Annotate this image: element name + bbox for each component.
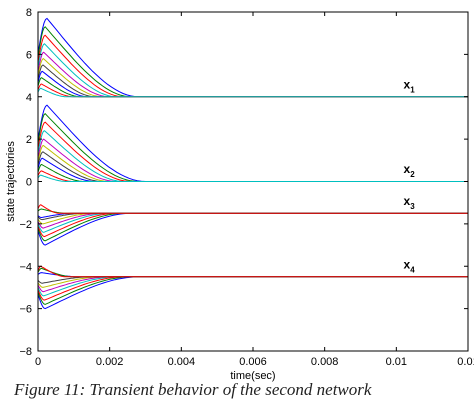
trajectory-x2-2 (37, 113, 468, 182)
x-tick-label: 0.006 (239, 356, 267, 368)
trajectory-x1-2 (37, 26, 468, 98)
trajectory-x2-6 (37, 144, 468, 182)
y-tick-label: −2 (19, 219, 32, 231)
trajectory-x1-1 (37, 17, 468, 98)
axis-ticks: 0 0.002 0.004 0.006 0.008 0.01 0.01 −8 −6 −4 −2 0 2 4… (19, 7, 474, 368)
trajectory-x2-9 (37, 163, 468, 182)
y-tick-label: −8 (19, 346, 32, 358)
curve-label-subscript: 3 (410, 202, 415, 211)
trajectory-x4-4 (37, 276, 468, 297)
trajectory-x4-3 (37, 276, 468, 301)
trajectory-x4-2 (37, 276, 468, 305)
curve-label-subscript: 2 (410, 170, 415, 179)
curve-label-x3: x3 (404, 194, 416, 211)
y-tick-label: 4 (26, 92, 32, 104)
trajectory-x1-11 (37, 87, 468, 98)
trajectory-x3-9 (37, 208, 468, 214)
y-tick-label: −4 (19, 261, 32, 273)
curve-label-main: x (404, 162, 411, 176)
x-tick-label: 0.004 (168, 356, 196, 368)
trajectory-x4-8 (37, 272, 468, 278)
curve-label-subscript: 4 (410, 265, 415, 274)
curve-label-main: x (404, 257, 411, 271)
trajectory-x1-4 (37, 43, 468, 98)
trajectory-x1-10 (37, 83, 468, 98)
trajectory-x2-7 (37, 151, 468, 182)
x-tick-label: 0.01 (386, 356, 407, 368)
y-tick-label: −6 (19, 304, 32, 316)
trajectory-x1-5 (37, 51, 468, 98)
curve-label-subscript: 1 (410, 85, 415, 94)
trajectory-x3-2 (37, 212, 468, 242)
trajectory-x2-8 (37, 157, 468, 182)
trajectory-x2-11 (37, 174, 468, 182)
x-tick-label: 0.01 (457, 356, 474, 368)
trajectory-x1-3 (37, 34, 468, 98)
curve-label-main: x (404, 194, 411, 208)
figure-caption: Figure 11: Transient behavior of the sec… (14, 380, 372, 399)
curve-label-x4: x4 (404, 257, 416, 274)
curve-label-main: x (404, 77, 411, 91)
trajectory-x4-5 (37, 276, 468, 293)
y-axis-label: state trajectories (5, 141, 17, 222)
y-tick-label: 2 (26, 134, 32, 146)
trajectory-x3-3 (37, 212, 468, 238)
trajectory-x3-1 (37, 212, 468, 246)
x-tick-label: 0.002 (96, 356, 124, 368)
trajectory-x4-1 (37, 276, 468, 310)
x-axis-label: time(sec) (230, 370, 275, 382)
trajectory-x2-3 (37, 121, 468, 182)
plot-curves (37, 17, 468, 310)
trajectory-x1-8 (37, 70, 468, 98)
trajectory-x3-10 (37, 204, 468, 214)
y-tick-label: 0 (26, 177, 32, 189)
x-tick-label: 0 (35, 356, 41, 368)
curve-label-x2: x2 (404, 162, 416, 179)
trajectory-x3-5 (37, 212, 468, 229)
trajectory-x4-6 (37, 276, 468, 288)
y-tick-label: 6 (26, 49, 32, 61)
trajectory-x2-4 (37, 130, 468, 182)
trajectory-x1-6 (37, 57, 468, 98)
trajectory-x2-1 (37, 104, 468, 182)
trajectory-x2-5 (37, 138, 468, 182)
trajectory-x1-9 (37, 77, 468, 98)
x-tick-label: 0.008 (311, 356, 339, 368)
trajectory-x1-7 (37, 64, 468, 98)
y-tick-label: 8 (26, 7, 32, 19)
trajectory-x3-4 (37, 212, 468, 233)
curve-label-x1: x1 (404, 77, 416, 94)
